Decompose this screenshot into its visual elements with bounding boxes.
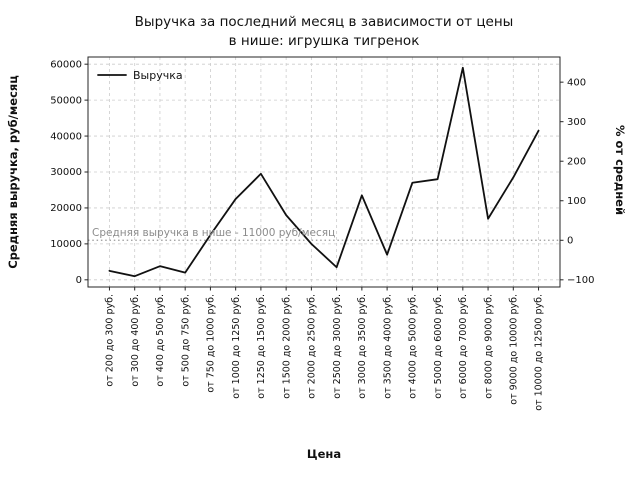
x-tick-label: от 4000 до 5000 руб. bbox=[408, 294, 419, 399]
y-tick-label: 10000 bbox=[50, 239, 82, 250]
y-tick-label: 20000 bbox=[50, 203, 82, 214]
x-tick-label: от 200 до 300 руб. bbox=[105, 294, 116, 387]
y2-tick-label: 300 bbox=[567, 117, 586, 128]
y2-tick-label: 400 bbox=[567, 77, 586, 88]
chart-title-line1: Выручка за последний месяц в зависимости… bbox=[135, 14, 514, 30]
x-tick-label: от 5000 до 6000 руб. bbox=[433, 294, 444, 399]
x-tick-label: от 400 до 500 руб. bbox=[155, 294, 166, 387]
y2-tick-label: 100 bbox=[567, 196, 586, 207]
x-tick-label: от 500 до 750 руб. bbox=[180, 294, 191, 387]
y-tick-label: 40000 bbox=[50, 131, 82, 142]
x-tick-label: от 6000 до 7000 руб. bbox=[458, 294, 469, 399]
x-tick-label: от 1250 до 1500 руб. bbox=[256, 294, 267, 399]
average-annotation: Средняя выручка в нише - 11000 руб/месяц bbox=[92, 227, 335, 239]
revenue-line bbox=[108, 66, 540, 278]
y-axis-label-left: Средняя выручка, руб/месяц bbox=[6, 75, 20, 269]
x-axis-label: Цена bbox=[307, 447, 341, 461]
y-tick-label: 0 bbox=[76, 275, 82, 286]
x-tick-label: от 1500 до 2000 руб. bbox=[281, 294, 292, 399]
x-tick-label: от 1000 до 1250 руб. bbox=[231, 294, 242, 399]
x-tick-label: от 9000 до 10000 руб. bbox=[509, 294, 520, 405]
x-tick-label: от 2500 до 3000 руб. bbox=[332, 294, 343, 399]
x-tick-label: от 8000 до 9000 руб. bbox=[483, 294, 494, 399]
y-tick-label: 60000 bbox=[50, 59, 82, 70]
x-tick-label: от 10000 до 12500 руб. bbox=[534, 294, 545, 411]
chart-title-line2: в нише: игрушка тигренок bbox=[229, 33, 420, 49]
y-axis-label-right: % от средней bbox=[613, 125, 627, 215]
y2-tick-label: 0 bbox=[567, 235, 573, 246]
y2-tick-label: −100 bbox=[567, 275, 594, 286]
x-tick-label: от 750 до 1000 руб. bbox=[206, 294, 217, 393]
x-tick-label: от 2000 до 2500 руб. bbox=[307, 294, 318, 399]
x-tick-label: от 3500 до 4000 руб. bbox=[382, 294, 393, 399]
y2-tick-label: 200 bbox=[567, 156, 586, 167]
legend-label: Выручка bbox=[133, 69, 183, 82]
y-tick-label: 30000 bbox=[50, 167, 82, 178]
x-tick-label: от 3000 до 3500 руб. bbox=[357, 294, 368, 399]
y-tick-label: 50000 bbox=[50, 95, 82, 106]
x-tick-label: от 300 до 400 руб. bbox=[130, 294, 141, 387]
